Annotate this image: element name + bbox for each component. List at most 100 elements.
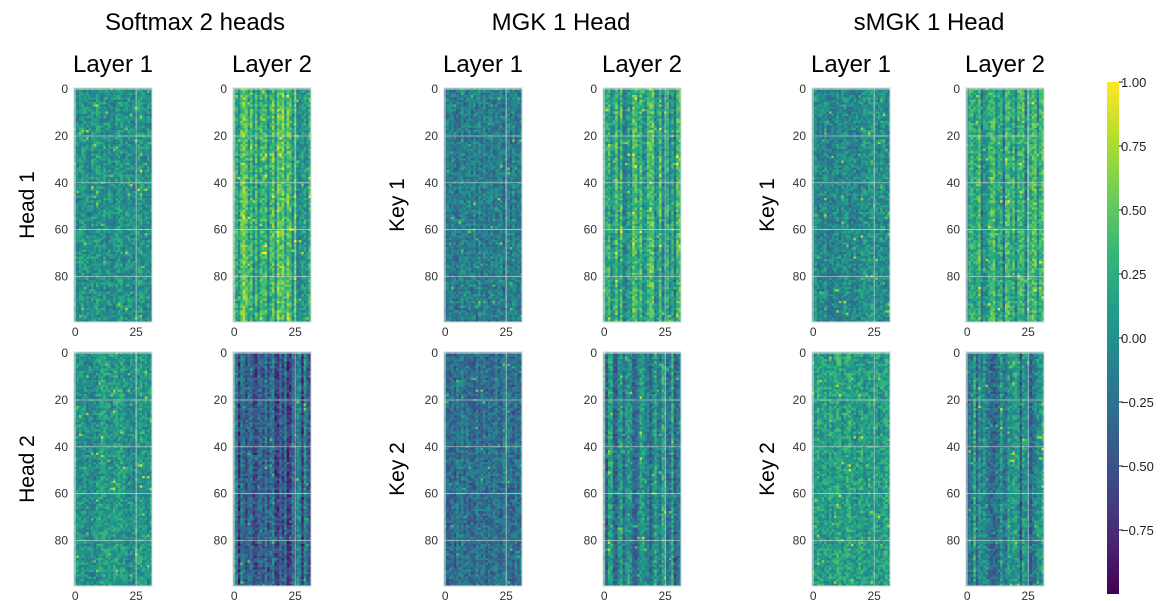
heatmap-subplot: 0 20 40 60 80 0 25 [425, 82, 523, 339]
y-tick-label: 60 [214, 223, 228, 237]
y-tick-label: 80 [793, 533, 807, 547]
y-tick-label: 20 [793, 393, 807, 407]
layer-title: Layer 2 [232, 51, 312, 78]
y-tick-label: 80 [55, 269, 69, 283]
heatmap-subplot: 0 20 40 60 80 0 25 [55, 82, 153, 339]
y-tick-label: 0 [590, 82, 597, 96]
y-tick-label: 40 [214, 176, 228, 190]
heatmap-subplot: 0 20 40 60 80 0 25 [55, 346, 153, 601]
x-tick-label: 25 [288, 589, 302, 601]
y-tick-label: 60 [425, 223, 439, 237]
x-tick-label: 25 [288, 325, 302, 339]
y-tick-label: 60 [584, 487, 598, 501]
y-tick-label: 80 [214, 533, 228, 547]
y-tick-label: 60 [947, 223, 961, 237]
y-tick-label: 60 [947, 487, 961, 501]
x-tick-label: 25 [867, 325, 881, 339]
heatmap-subplot: 0 20 40 60 80 0 25 [214, 346, 312, 601]
y-tick-label: 0 [220, 346, 227, 360]
layer-title: Layer 1 [811, 51, 891, 78]
colorbar-tick-label: 0.75 [1121, 139, 1146, 154]
y-tick-label: 80 [425, 533, 439, 547]
y-tick-label: 60 [55, 223, 69, 237]
y-tick-label: 0 [431, 82, 438, 96]
y-tick-label: 40 [425, 440, 439, 454]
y-tick-label: 40 [55, 176, 69, 190]
y-tick-label: 80 [793, 269, 807, 283]
x-tick-label: 25 [499, 325, 513, 339]
colorbar-tick-label: −0.25 [1121, 395, 1154, 410]
y-tick-label: 60 [214, 487, 228, 501]
y-tick-label: 40 [793, 440, 807, 454]
colorbar-tick-label: 0.00 [1121, 331, 1146, 346]
heatmap-subplot: 0 20 40 60 80 0 25 [584, 346, 682, 601]
y-tick-label: 60 [584, 223, 598, 237]
x-tick-label: 0 [442, 589, 449, 601]
y-tick-label: 80 [584, 533, 598, 547]
heatmap-subplot: 0 20 40 60 80 0 25 [793, 346, 891, 601]
colorbar-tick-label: −0.50 [1121, 459, 1154, 474]
y-tick-label: 0 [61, 82, 68, 96]
x-tick-label: 25 [129, 589, 143, 601]
y-tick-label: 80 [947, 269, 961, 283]
panel-title: MGK 1 Head [492, 9, 631, 36]
x-tick-label: 0 [72, 589, 79, 601]
y-tick-label: 40 [947, 176, 961, 190]
colorbar-tick-label: −0.75 [1121, 523, 1154, 538]
y-tick-label: 80 [947, 533, 961, 547]
y-tick-label: 0 [431, 346, 438, 360]
y-tick-label: 0 [953, 82, 960, 96]
y-tick-label: 20 [947, 129, 961, 143]
y-tick-label: 40 [947, 440, 961, 454]
colorbar: 1.00 0.75 0.50 0.25 0.00 −0.25 −0.50 −0.75 [1107, 75, 1154, 594]
x-tick-label: 25 [1021, 589, 1035, 601]
heatmap-subplot: 0 20 40 60 80 0 25 [947, 346, 1045, 601]
layer-title: Layer 2 [602, 51, 682, 78]
x-tick-label: 0 [231, 325, 238, 339]
x-tick-label: 0 [810, 325, 817, 339]
layer-title: Layer 1 [443, 51, 523, 78]
x-tick-label: 0 [601, 325, 608, 339]
x-tick-label: 25 [867, 589, 881, 601]
y-tick-label: 20 [55, 129, 69, 143]
y-tick-label: 40 [55, 440, 69, 454]
y-tick-label: 60 [425, 487, 439, 501]
x-tick-label: 0 [72, 325, 79, 339]
layer-title: Layer 1 [73, 51, 153, 78]
y-tick-label: 80 [584, 269, 598, 283]
x-tick-label: 0 [964, 589, 971, 601]
x-tick-label: 0 [810, 589, 817, 601]
y-tick-label: 60 [793, 487, 807, 501]
y-tick-label: 60 [55, 487, 69, 501]
layer-title: Layer 2 [965, 51, 1045, 78]
x-tick-label: 25 [658, 589, 672, 601]
y-tick-label: 80 [55, 533, 69, 547]
y-tick-label: 0 [799, 346, 806, 360]
row-label: Head 2 [16, 435, 39, 503]
heatmap-subplot: 0 20 40 60 80 0 25 [947, 82, 1045, 339]
row-label: Head 1 [16, 171, 39, 239]
x-tick-label: 0 [964, 325, 971, 339]
y-tick-label: 0 [590, 346, 597, 360]
colorbar-tick-label: 0.50 [1121, 203, 1146, 218]
row-label: Key 2 [756, 442, 779, 496]
y-tick-label: 0 [61, 346, 68, 360]
heatmap-subplot: 0 20 40 60 80 0 25 [793, 82, 891, 339]
y-tick-label: 40 [425, 176, 439, 190]
y-tick-label: 60 [793, 223, 807, 237]
y-tick-label: 40 [584, 176, 598, 190]
y-tick-label: 40 [793, 176, 807, 190]
colorbar-tick-label: 1.00 [1121, 75, 1146, 90]
x-tick-label: 25 [1021, 325, 1035, 339]
y-tick-label: 0 [953, 346, 960, 360]
heatmap-subplot: 0 20 40 60 80 0 25 [584, 82, 682, 339]
y-tick-label: 20 [793, 129, 807, 143]
y-tick-label: 40 [584, 440, 598, 454]
y-tick-label: 0 [799, 82, 806, 96]
y-tick-label: 20 [55, 393, 69, 407]
row-label: Key 1 [756, 178, 779, 232]
panel-title: Softmax 2 heads [105, 9, 285, 36]
y-tick-label: 40 [214, 440, 228, 454]
y-tick-label: 20 [584, 393, 598, 407]
